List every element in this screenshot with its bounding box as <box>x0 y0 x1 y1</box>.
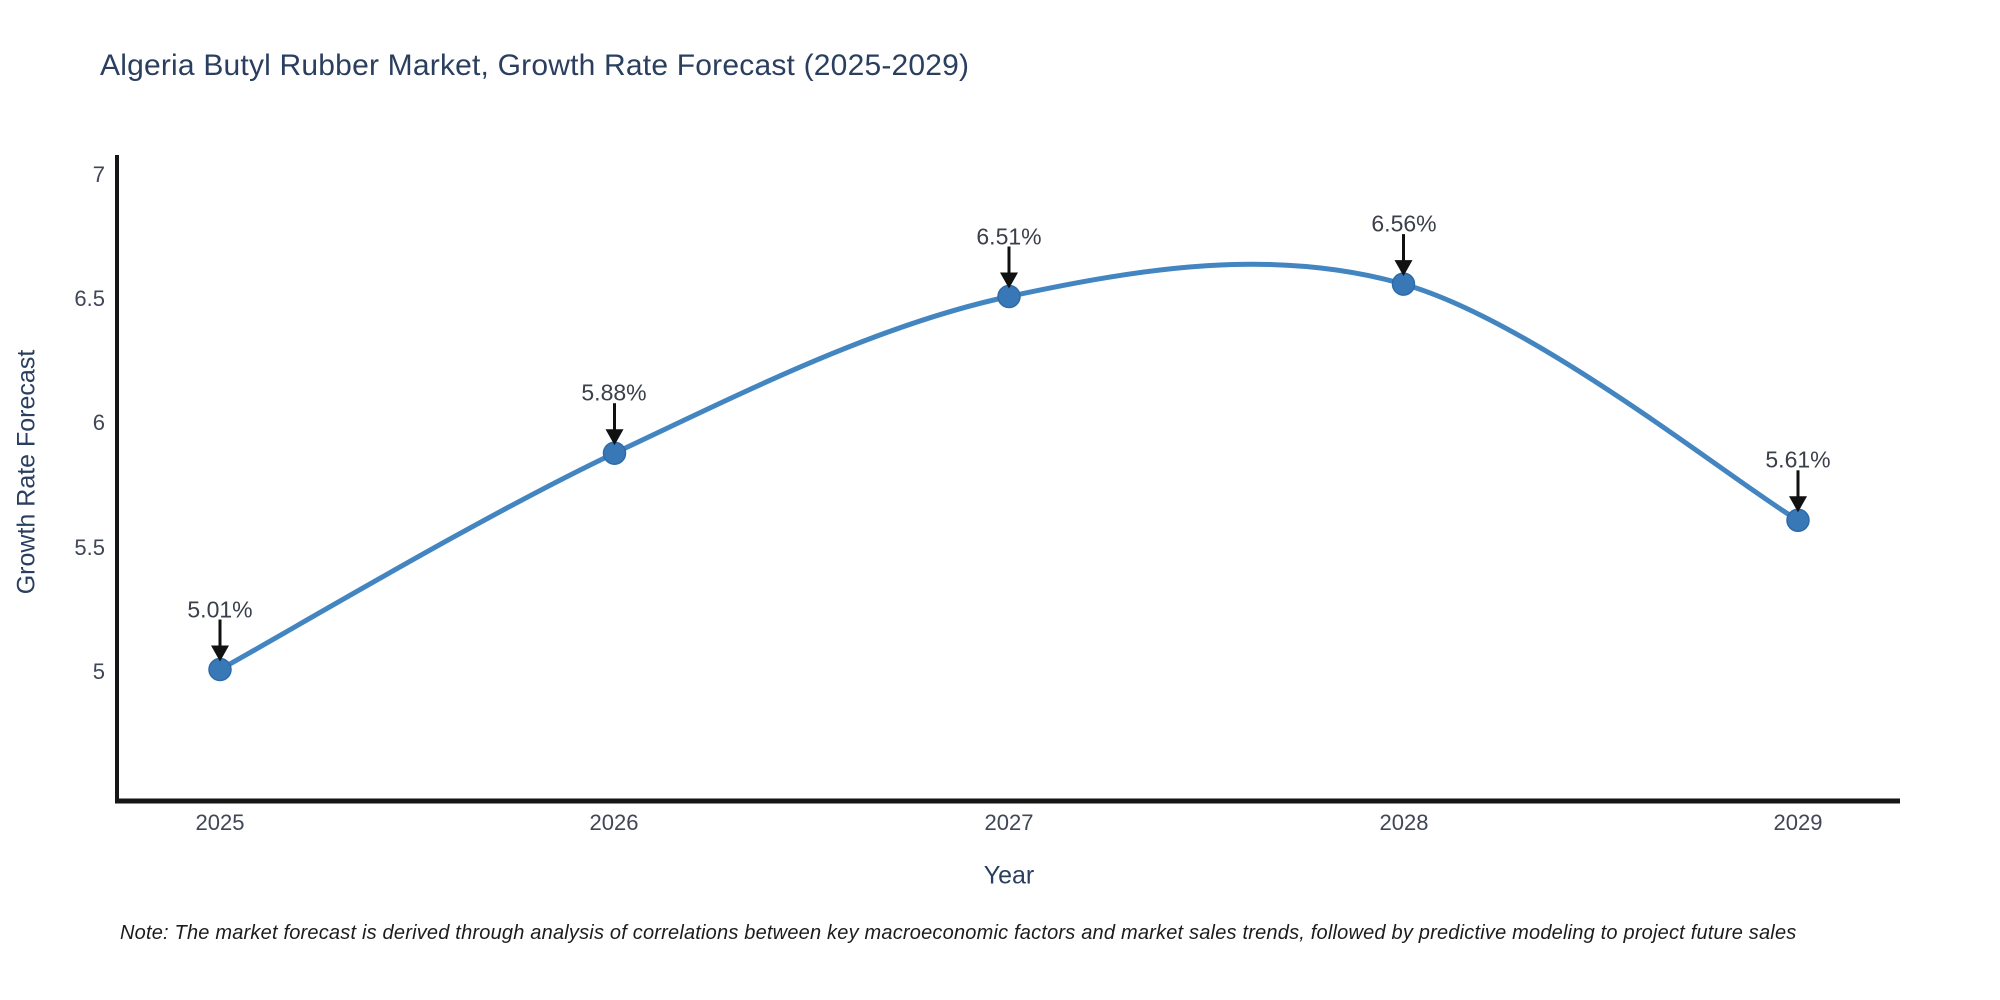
x-tick-label-2028: 2028 <box>1379 810 1429 835</box>
chart-title: Algeria Butyl Rubber Market, Growth Rate… <box>100 49 970 82</box>
footnote: Note: The market forecast is derived thr… <box>120 922 1797 944</box>
point-label-2026: 5.88% <box>581 379 647 406</box>
data-point-2025 <box>208 657 232 682</box>
point-label-2027: 6.51% <box>976 223 1042 250</box>
y-tick-label-6: 6 <box>92 410 105 435</box>
point-label-2025: 5.01% <box>187 596 253 623</box>
data-point-2026 <box>602 441 627 465</box>
annotation-arrow-2029-icon <box>1789 470 1807 513</box>
y-tick-label-5-5: 5.5 <box>74 535 105 560</box>
x-tick-label-2025: 2025 <box>195 810 245 835</box>
x-axis-title: Year <box>983 861 1035 890</box>
x-tick-label-2027: 2027 <box>984 810 1034 835</box>
line-series <box>217 261 1801 672</box>
annotation-arrow-2028-icon <box>1394 234 1413 277</box>
y-tick-label-7: 7 <box>92 162 105 187</box>
data-point-2029 <box>1786 508 1810 533</box>
y-tick-label-6-5: 6.5 <box>74 286 105 311</box>
data-point-2027 <box>997 284 1021 309</box>
y-tick-label-5: 5 <box>92 659 105 684</box>
x-tick-label-2026: 2026 <box>589 810 639 835</box>
x-tick-label-2029: 2029 <box>1773 810 1823 835</box>
annotation-arrow-2027-icon <box>1000 246 1018 289</box>
annotation-arrow-2026-icon <box>605 403 624 446</box>
annotation-arrow-2025-icon <box>211 619 229 662</box>
data-point-2028 <box>1391 272 1416 296</box>
point-label-2029: 5.61% <box>1765 446 1831 473</box>
point-label-2028: 6.56% <box>1371 210 1437 237</box>
